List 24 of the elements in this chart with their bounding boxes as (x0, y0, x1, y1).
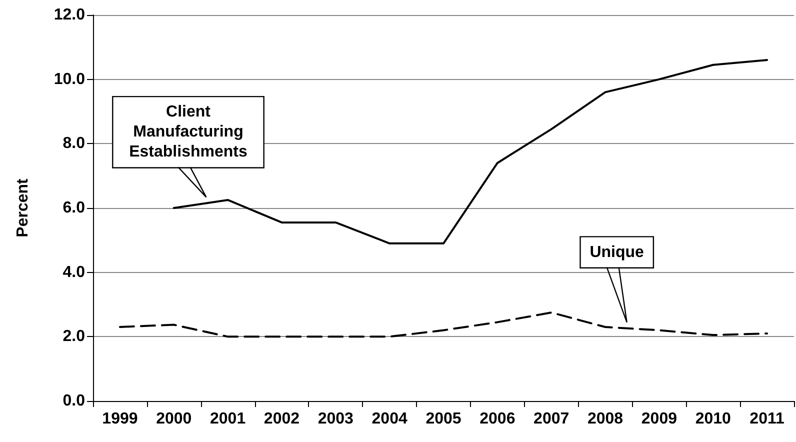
x-tick-label: 2006 (480, 410, 516, 428)
text: Unique (590, 244, 644, 261)
line-series (118, 312, 768, 338)
x-tick-label: 1999 (102, 410, 138, 428)
y-tick-label: 8.0 (62, 135, 86, 152)
y-tick-label: 0.0 (62, 392, 86, 410)
x-tick-label: 2002 (264, 410, 300, 428)
y-tick-label: 2.0 (62, 328, 86, 346)
x-tick-label: 2005 (426, 410, 462, 428)
x-tick-label: 2007 (534, 410, 570, 428)
x-tick-label: 2004 (372, 410, 408, 428)
text: Client Manufacturing Establishments (129, 104, 248, 161)
x-tick-label: 2001 (210, 410, 246, 428)
y-tick-label: 10.0 (54, 70, 86, 88)
x-tick-label: 2009 (641, 410, 678, 428)
y-tick-label: 4.0 (62, 264, 86, 281)
x-tick-label: 2000 (156, 410, 192, 428)
y-tick-label: 12.0 (54, 6, 86, 24)
x-tick-label: 2010 (695, 410, 732, 428)
x-tick-label: 2011 (750, 410, 784, 428)
y-axis-title: Percent (14, 178, 32, 238)
x-tick-label: 2003 (318, 410, 354, 428)
x-tick-label: 2008 (587, 410, 624, 428)
y-tick-label: 6.0 (62, 200, 86, 216)
